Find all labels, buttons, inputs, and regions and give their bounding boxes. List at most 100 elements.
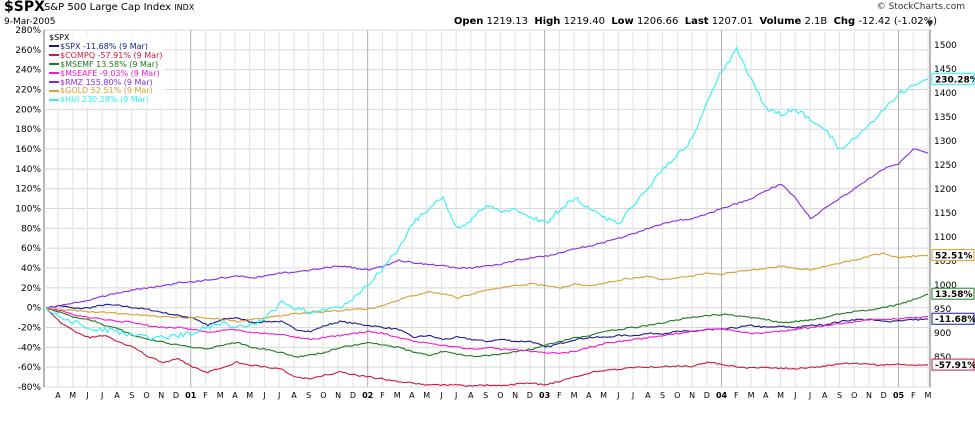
x-tick-label: J: [616, 391, 619, 400]
x-tick-label: S: [306, 391, 311, 400]
x-tick-label: N: [689, 391, 695, 400]
x-tick-label: O: [674, 391, 680, 400]
x-tick-label: M: [777, 391, 784, 400]
x-tick-label: N: [512, 391, 518, 400]
x-tick-label: J: [631, 391, 634, 400]
legend-swatch: [49, 81, 59, 84]
x-tick-label: J: [100, 391, 103, 400]
x-tick-label: M: [217, 391, 224, 400]
x-tick-label: M: [925, 391, 932, 400]
y-tick-label-left: 200%: [15, 105, 41, 115]
legend-item: $MSEAFE -9.03% (9 Mar): [49, 69, 162, 79]
series-line-mseafe: [45, 307, 929, 355]
x-tick-label: A: [822, 391, 828, 400]
y-tick-label-left: 140%: [15, 165, 41, 175]
chart-legend: $SPX $SPX -11.68% (9 Mar) $COMPQ -57.91% …: [46, 33, 166, 108]
series-line-gold: [45, 252, 929, 323]
x-tick-label: 02: [362, 391, 373, 400]
x-tick-label: A: [763, 391, 769, 400]
end-value-box: [931, 287, 975, 300]
legend-item: $MSEMF 13.58% (9 Mar): [49, 60, 162, 70]
exchange-label: INDX: [174, 3, 195, 12]
y-tick-label-right: 1000: [934, 281, 957, 291]
x-tick-label: O: [497, 391, 503, 400]
y-tick-label-left: 280%: [15, 26, 41, 36]
copyright-label: © StockCharts.com: [876, 2, 965, 12]
legend-swatch: [49, 98, 59, 101]
x-tick-label: 04: [716, 391, 728, 400]
x-tick-label: M: [246, 391, 253, 400]
x-tick-label: S: [837, 391, 842, 400]
end-value-box: [931, 72, 975, 85]
y-tick-label-right: 900: [934, 329, 951, 339]
end-value-box: [931, 249, 975, 262]
low-label: Low: [611, 16, 634, 27]
x-tick-label: A: [232, 391, 238, 400]
end-value-text: 52.51%: [935, 252, 973, 262]
legend-swatch: [49, 89, 59, 92]
low-value: 1206.66: [636, 16, 679, 27]
quote-bar: Open 1219.13 High 1219.40 Low 1206.66 La…: [454, 16, 937, 27]
security-name: S&P 500 Large Cap Index INDX: [44, 2, 194, 13]
legend-item: $COMPQ -57.91% (9 Mar): [49, 51, 162, 61]
end-value-label: 52.51%: [931, 249, 975, 262]
legend-label: $RMZ 155.80% (9 Mar): [60, 77, 153, 87]
x-tick-label: A: [114, 391, 120, 400]
volume-value: 2.1B: [804, 16, 828, 27]
end-value-box: [931, 312, 975, 325]
x-tick-label: J: [262, 391, 265, 400]
y-tick-label-left: -80%: [18, 383, 42, 393]
x-tick-label: 05: [893, 391, 905, 400]
legend-swatch: [49, 45, 59, 48]
y-tick-label-right: 950: [934, 305, 951, 315]
y-tick-label-left: 80%: [21, 224, 41, 234]
chart-header: $SPX S&P 500 Large Cap Index INDX 9-Mar-…: [0, 0, 975, 30]
x-tick-label: A: [409, 391, 415, 400]
y-tick-label-left: 0%: [27, 304, 42, 314]
legend-swatch: [49, 54, 59, 57]
end-value-text: 230.28%: [935, 75, 975, 85]
y-tick-label-right: 1450: [934, 65, 957, 75]
x-tick-label: M: [69, 391, 76, 400]
end-value-text: -57.91%: [935, 361, 975, 371]
x-tick-label: J: [277, 391, 280, 400]
legend-item: $SPX -11.68% (9 Mar): [49, 41, 162, 52]
x-tick-label: J: [454, 391, 457, 400]
legend-item: $RMZ 155.80% (9 Mar): [49, 77, 162, 88]
x-tick-label: A: [291, 391, 297, 400]
dropdown-triangle-icon[interactable]: ▼: [926, 19, 933, 28]
x-tick-label: F: [557, 391, 562, 400]
x-tick-label: J: [439, 391, 442, 400]
end-value-label: -11.68%: [931, 312, 975, 325]
x-tick-label: 03: [539, 391, 550, 400]
y-tick-label-right: 1250: [934, 161, 957, 171]
chg-value: -12.42 (-1.02%): [858, 16, 937, 27]
end-value-text: 13.58%: [935, 290, 973, 300]
x-tick-label: A: [55, 391, 61, 400]
legend-label: $SPX -11.68% (9 Mar): [60, 41, 148, 51]
x-tick-label: N: [335, 391, 341, 400]
open-label: Open: [453, 16, 484, 27]
x-tick-label: F: [734, 391, 739, 400]
high-value: 1219.40: [563, 16, 605, 27]
y-tick-label-left: 260%: [15, 46, 41, 56]
end-value-text: -11.68%: [935, 315, 975, 325]
end-value-label: 13.58%: [931, 287, 975, 300]
x-tick-label: M: [748, 391, 755, 400]
y-tick-label-right: 1100: [934, 233, 957, 243]
legend-swatch: [49, 72, 59, 75]
x-tick-label: F: [380, 391, 385, 400]
x-tick-label: O: [851, 391, 857, 400]
legend-label: $HUI 230.28% (9 Mar): [60, 95, 149, 105]
y-tick-label-left: 120%: [15, 185, 41, 195]
y-tick-label-left: 180%: [15, 125, 41, 135]
y-tick-label-left: 20%: [21, 284, 41, 294]
x-tick-label: S: [660, 391, 665, 400]
x-tick-label: D: [704, 391, 710, 400]
x-tick-label: A: [645, 391, 651, 400]
y-tick-label-left: 160%: [15, 145, 41, 155]
last-value: 1207.01: [711, 16, 754, 27]
legend-item: $GOLD 52.51% (9 Mar): [49, 86, 162, 96]
x-tick-label: D: [173, 391, 179, 400]
legend-swatch: [49, 63, 59, 66]
